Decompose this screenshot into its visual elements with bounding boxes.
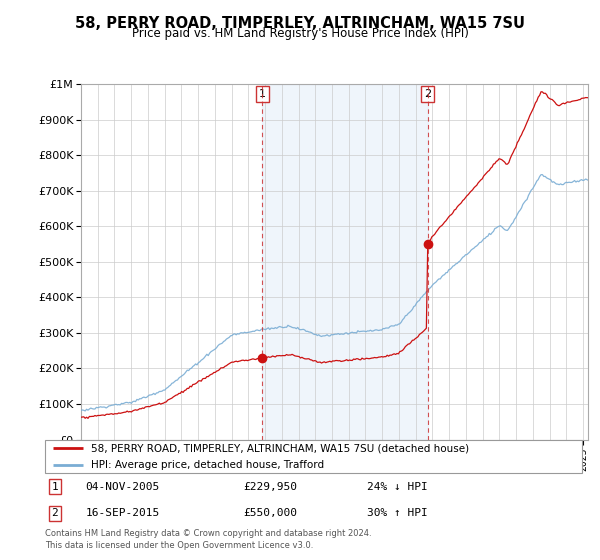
- Text: 2: 2: [52, 508, 58, 519]
- Text: £550,000: £550,000: [244, 508, 298, 519]
- Text: Price paid vs. HM Land Registry's House Price Index (HPI): Price paid vs. HM Land Registry's House …: [131, 27, 469, 40]
- Text: Contains HM Land Registry data © Crown copyright and database right 2024.
This d: Contains HM Land Registry data © Crown c…: [45, 529, 371, 550]
- Text: 1: 1: [52, 482, 58, 492]
- Text: £229,950: £229,950: [244, 482, 298, 492]
- Text: 16-SEP-2015: 16-SEP-2015: [85, 508, 160, 519]
- Text: 58, PERRY ROAD, TIMPERLEY, ALTRINCHAM, WA15 7SU: 58, PERRY ROAD, TIMPERLEY, ALTRINCHAM, W…: [75, 16, 525, 31]
- Text: 2: 2: [424, 90, 431, 99]
- Text: HPI: Average price, detached house, Trafford: HPI: Average price, detached house, Traf…: [91, 460, 324, 470]
- Text: 58, PERRY ROAD, TIMPERLEY, ALTRINCHAM, WA15 7SU (detached house): 58, PERRY ROAD, TIMPERLEY, ALTRINCHAM, W…: [91, 444, 469, 454]
- Text: 04-NOV-2005: 04-NOV-2005: [85, 482, 160, 492]
- Text: 30% ↑ HPI: 30% ↑ HPI: [367, 508, 428, 519]
- FancyBboxPatch shape: [45, 440, 582, 473]
- Bar: [262, 84, 428, 440]
- Text: 24% ↓ HPI: 24% ↓ HPI: [367, 482, 428, 492]
- Text: 1: 1: [259, 90, 266, 99]
